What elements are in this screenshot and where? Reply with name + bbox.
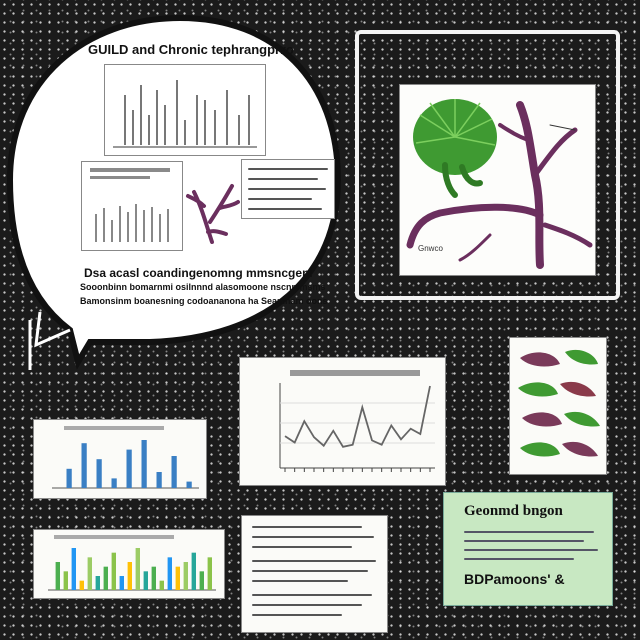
blue-bar xyxy=(96,459,102,488)
color-bar xyxy=(167,557,172,590)
blue-bar xyxy=(141,440,147,488)
purple-root-icon xyxy=(406,101,593,269)
blue-chart-title-bar xyxy=(64,426,164,430)
color-bar xyxy=(207,557,212,590)
text-document-card xyxy=(242,516,387,632)
color-chart-title-bar xyxy=(54,535,174,539)
color-bar xyxy=(63,571,68,590)
bubble-title: GUILD and Chronic tephrangpivo xyxy=(88,42,294,57)
green-info-card: Geonmd bngon BDPamoons' & xyxy=(444,493,612,605)
bubble-top-bars xyxy=(113,80,257,148)
blue-bar xyxy=(81,443,87,488)
small-root-icon xyxy=(186,184,240,244)
bubble-mini-chart-top xyxy=(105,65,265,155)
bubble-mini-chart-left xyxy=(82,162,182,250)
color-bar xyxy=(119,576,124,590)
color-bar xyxy=(95,576,100,590)
color-bar xyxy=(175,566,180,590)
line-chart xyxy=(279,370,435,472)
color-bar-chart-card xyxy=(34,530,224,598)
color-bar xyxy=(127,562,132,590)
blue-bar xyxy=(126,449,132,488)
green-card-title: Geonmd bngon xyxy=(464,503,563,519)
blue-bar xyxy=(111,478,117,488)
blue-bar xyxy=(171,456,177,488)
color-bar xyxy=(111,552,116,590)
color-bar xyxy=(79,580,84,590)
color-bar xyxy=(55,562,60,590)
blue-bar xyxy=(186,481,192,488)
color-bar xyxy=(135,548,140,590)
plant-card xyxy=(400,85,595,275)
color-bar xyxy=(103,566,108,590)
line-chart-title-bar xyxy=(290,370,420,376)
color-bar xyxy=(151,566,156,590)
color-bar xyxy=(87,557,92,590)
blue-bar xyxy=(156,472,162,488)
plant-label: Gnwco xyxy=(418,244,443,253)
color-bar xyxy=(143,571,148,590)
bubble-mini-table xyxy=(242,160,334,218)
color-bar xyxy=(183,562,188,590)
color-bar xyxy=(71,548,76,590)
color-bar-chart xyxy=(48,535,216,591)
color-bar xyxy=(199,571,204,590)
blue-bar-chart xyxy=(52,426,199,489)
plant-frame xyxy=(355,30,620,300)
bubble-caption-title: Dsa acasl coandingenomng mmsncgenl xyxy=(84,266,313,280)
line-series xyxy=(284,385,431,448)
line-chart-card xyxy=(240,358,445,485)
color-bar xyxy=(159,580,164,590)
leaf-row-icon xyxy=(518,349,600,457)
green-card-bottom-text: BDPamoons' & xyxy=(464,571,565,587)
blue-bar xyxy=(66,468,72,488)
blue-bar-chart-card xyxy=(34,420,206,498)
color-bar xyxy=(191,552,196,590)
bubble-left-bars xyxy=(90,168,170,242)
leaves-illustration xyxy=(518,349,600,457)
bubble-caption-line2: Bamonsinm boanesning codoananona ha Seam… xyxy=(80,296,328,306)
plant-illustration xyxy=(406,99,593,269)
bubble-caption-line1: Sooonbinn bomarnmi osilnnnd alasomoone n… xyxy=(80,282,326,292)
green-leaf-icon xyxy=(413,99,497,198)
leaves-card xyxy=(510,338,606,474)
bubble-root-sketch xyxy=(184,172,240,244)
